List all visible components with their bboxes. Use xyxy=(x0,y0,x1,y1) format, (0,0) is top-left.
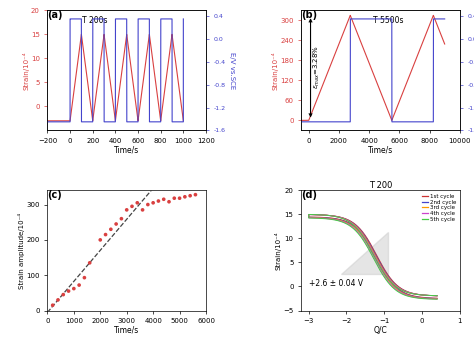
Point xyxy=(144,202,152,207)
Point xyxy=(59,292,67,297)
Polygon shape xyxy=(341,233,388,275)
Text: +2.6 ± 0.04 V: +2.6 ± 0.04 V xyxy=(309,279,363,288)
Point xyxy=(49,303,56,308)
Y-axis label: Strain amplitude/10⁻⁴: Strain amplitude/10⁻⁴ xyxy=(18,213,25,288)
Text: $\varepsilon_{max}$=3.28%: $\varepsilon_{max}$=3.28% xyxy=(312,45,322,89)
Y-axis label: Strain/10⁻⁴: Strain/10⁻⁴ xyxy=(275,231,282,270)
Point xyxy=(176,196,183,201)
Y-axis label: E/V vs.SCE: E/V vs.SCE xyxy=(228,52,235,89)
Point xyxy=(102,232,109,237)
Point xyxy=(75,282,83,288)
Point xyxy=(97,237,104,243)
Point xyxy=(65,288,73,294)
Point xyxy=(118,216,125,221)
Point xyxy=(139,207,146,213)
Point xyxy=(149,200,157,206)
Y-axis label: Strain/10⁻⁴: Strain/10⁻⁴ xyxy=(272,51,279,90)
Text: (c): (c) xyxy=(47,190,62,200)
Point xyxy=(86,260,93,266)
Point xyxy=(191,192,199,197)
Y-axis label: Strain/10⁻⁴: Strain/10⁻⁴ xyxy=(22,51,29,90)
Text: T 200s: T 200s xyxy=(82,16,108,25)
X-axis label: Time/s: Time/s xyxy=(114,326,139,335)
Text: (a): (a) xyxy=(47,10,63,20)
Point xyxy=(112,221,120,227)
X-axis label: Q/C: Q/C xyxy=(374,326,387,335)
Point xyxy=(70,286,78,292)
Point xyxy=(134,200,141,206)
Point xyxy=(186,193,194,198)
Point xyxy=(171,196,178,201)
Point xyxy=(160,197,167,202)
Point xyxy=(128,204,136,209)
Point xyxy=(54,297,62,303)
X-axis label: Time/s: Time/s xyxy=(114,146,139,155)
Text: (d): (d) xyxy=(301,190,317,200)
Point xyxy=(123,207,130,213)
Point xyxy=(81,275,88,280)
X-axis label: Time/s: Time/s xyxy=(368,146,393,155)
Title: T 200: T 200 xyxy=(369,181,392,190)
Point xyxy=(165,199,173,205)
Point xyxy=(107,227,115,232)
Text: T 5500s: T 5500s xyxy=(373,16,403,25)
Text: (b): (b) xyxy=(301,10,317,20)
Legend: 1st cycle, 2nd cycle, 3rd cycle, 4th cycle, 5th cycle: 1st cycle, 2nd cycle, 3rd cycle, 4th cyc… xyxy=(419,191,459,224)
Point xyxy=(181,194,189,199)
Point xyxy=(155,198,162,204)
